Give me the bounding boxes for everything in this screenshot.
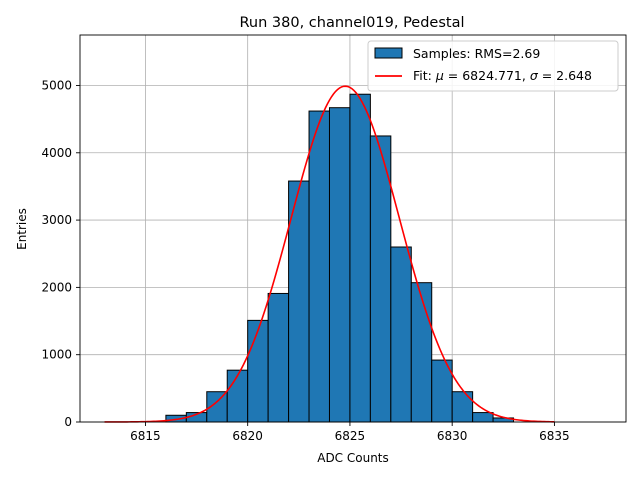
legend-histogram-label: Samples: RMS=2.69 <box>413 46 540 61</box>
y-tick-label-1: 1000 <box>41 348 72 362</box>
y-axis-label: Entries <box>15 208 29 250</box>
fit-curve <box>104 85 555 423</box>
y-tick-label-0: 0 <box>64 415 72 429</box>
x-axis-ticks: 6815 6820 6825 6830 6835 <box>130 422 570 443</box>
legend-fit-label: Fit: μ = 6824.771, σ = 2.648 <box>413 68 592 83</box>
y-tick-label-5: 5000 <box>41 78 72 92</box>
x-tick-label-4: 6835 <box>539 429 570 443</box>
histogram-bar-8 <box>328 107 351 423</box>
legend-box <box>367 40 619 92</box>
histogram-bar-10 <box>369 135 392 423</box>
axes-frame <box>79 34 627 423</box>
x-tick-label-2: 6825 <box>335 429 366 443</box>
histogram-bar-14 <box>451 391 474 423</box>
x-tick-label-3: 6830 <box>437 429 468 443</box>
histogram-bar-5 <box>267 292 290 423</box>
y-tick-label-3: 3000 <box>41 213 72 227</box>
x-tick-label-1: 6820 <box>232 429 263 443</box>
histogram-bar-3 <box>226 369 249 423</box>
x-axis-label: ADC Counts <box>317 451 389 465</box>
histogram-bar-9 <box>349 93 371 423</box>
y-axis-ticks: 0 1000 2000 3000 4000 5000 <box>41 78 80 429</box>
histogram-bar-12 <box>410 282 433 423</box>
y-tick-label-4: 4000 <box>41 146 72 160</box>
x-tick-label-0: 6815 <box>130 429 161 443</box>
y-tick-label-2: 2000 <box>41 280 72 294</box>
histogram-bars <box>165 93 515 423</box>
legend-histogram-swatch <box>374 47 403 59</box>
legend: Samples: RMS=2.69 Fit: μ = 6824.771, σ =… <box>367 40 619 92</box>
chart-title: Run 380, channel019, Pedestal <box>239 15 464 31</box>
histogram-bar-7 <box>308 110 330 423</box>
histogram-bar-4 <box>247 319 269 423</box>
histogram-bar-15 <box>472 412 494 423</box>
histogram-bar-11 <box>390 246 412 423</box>
